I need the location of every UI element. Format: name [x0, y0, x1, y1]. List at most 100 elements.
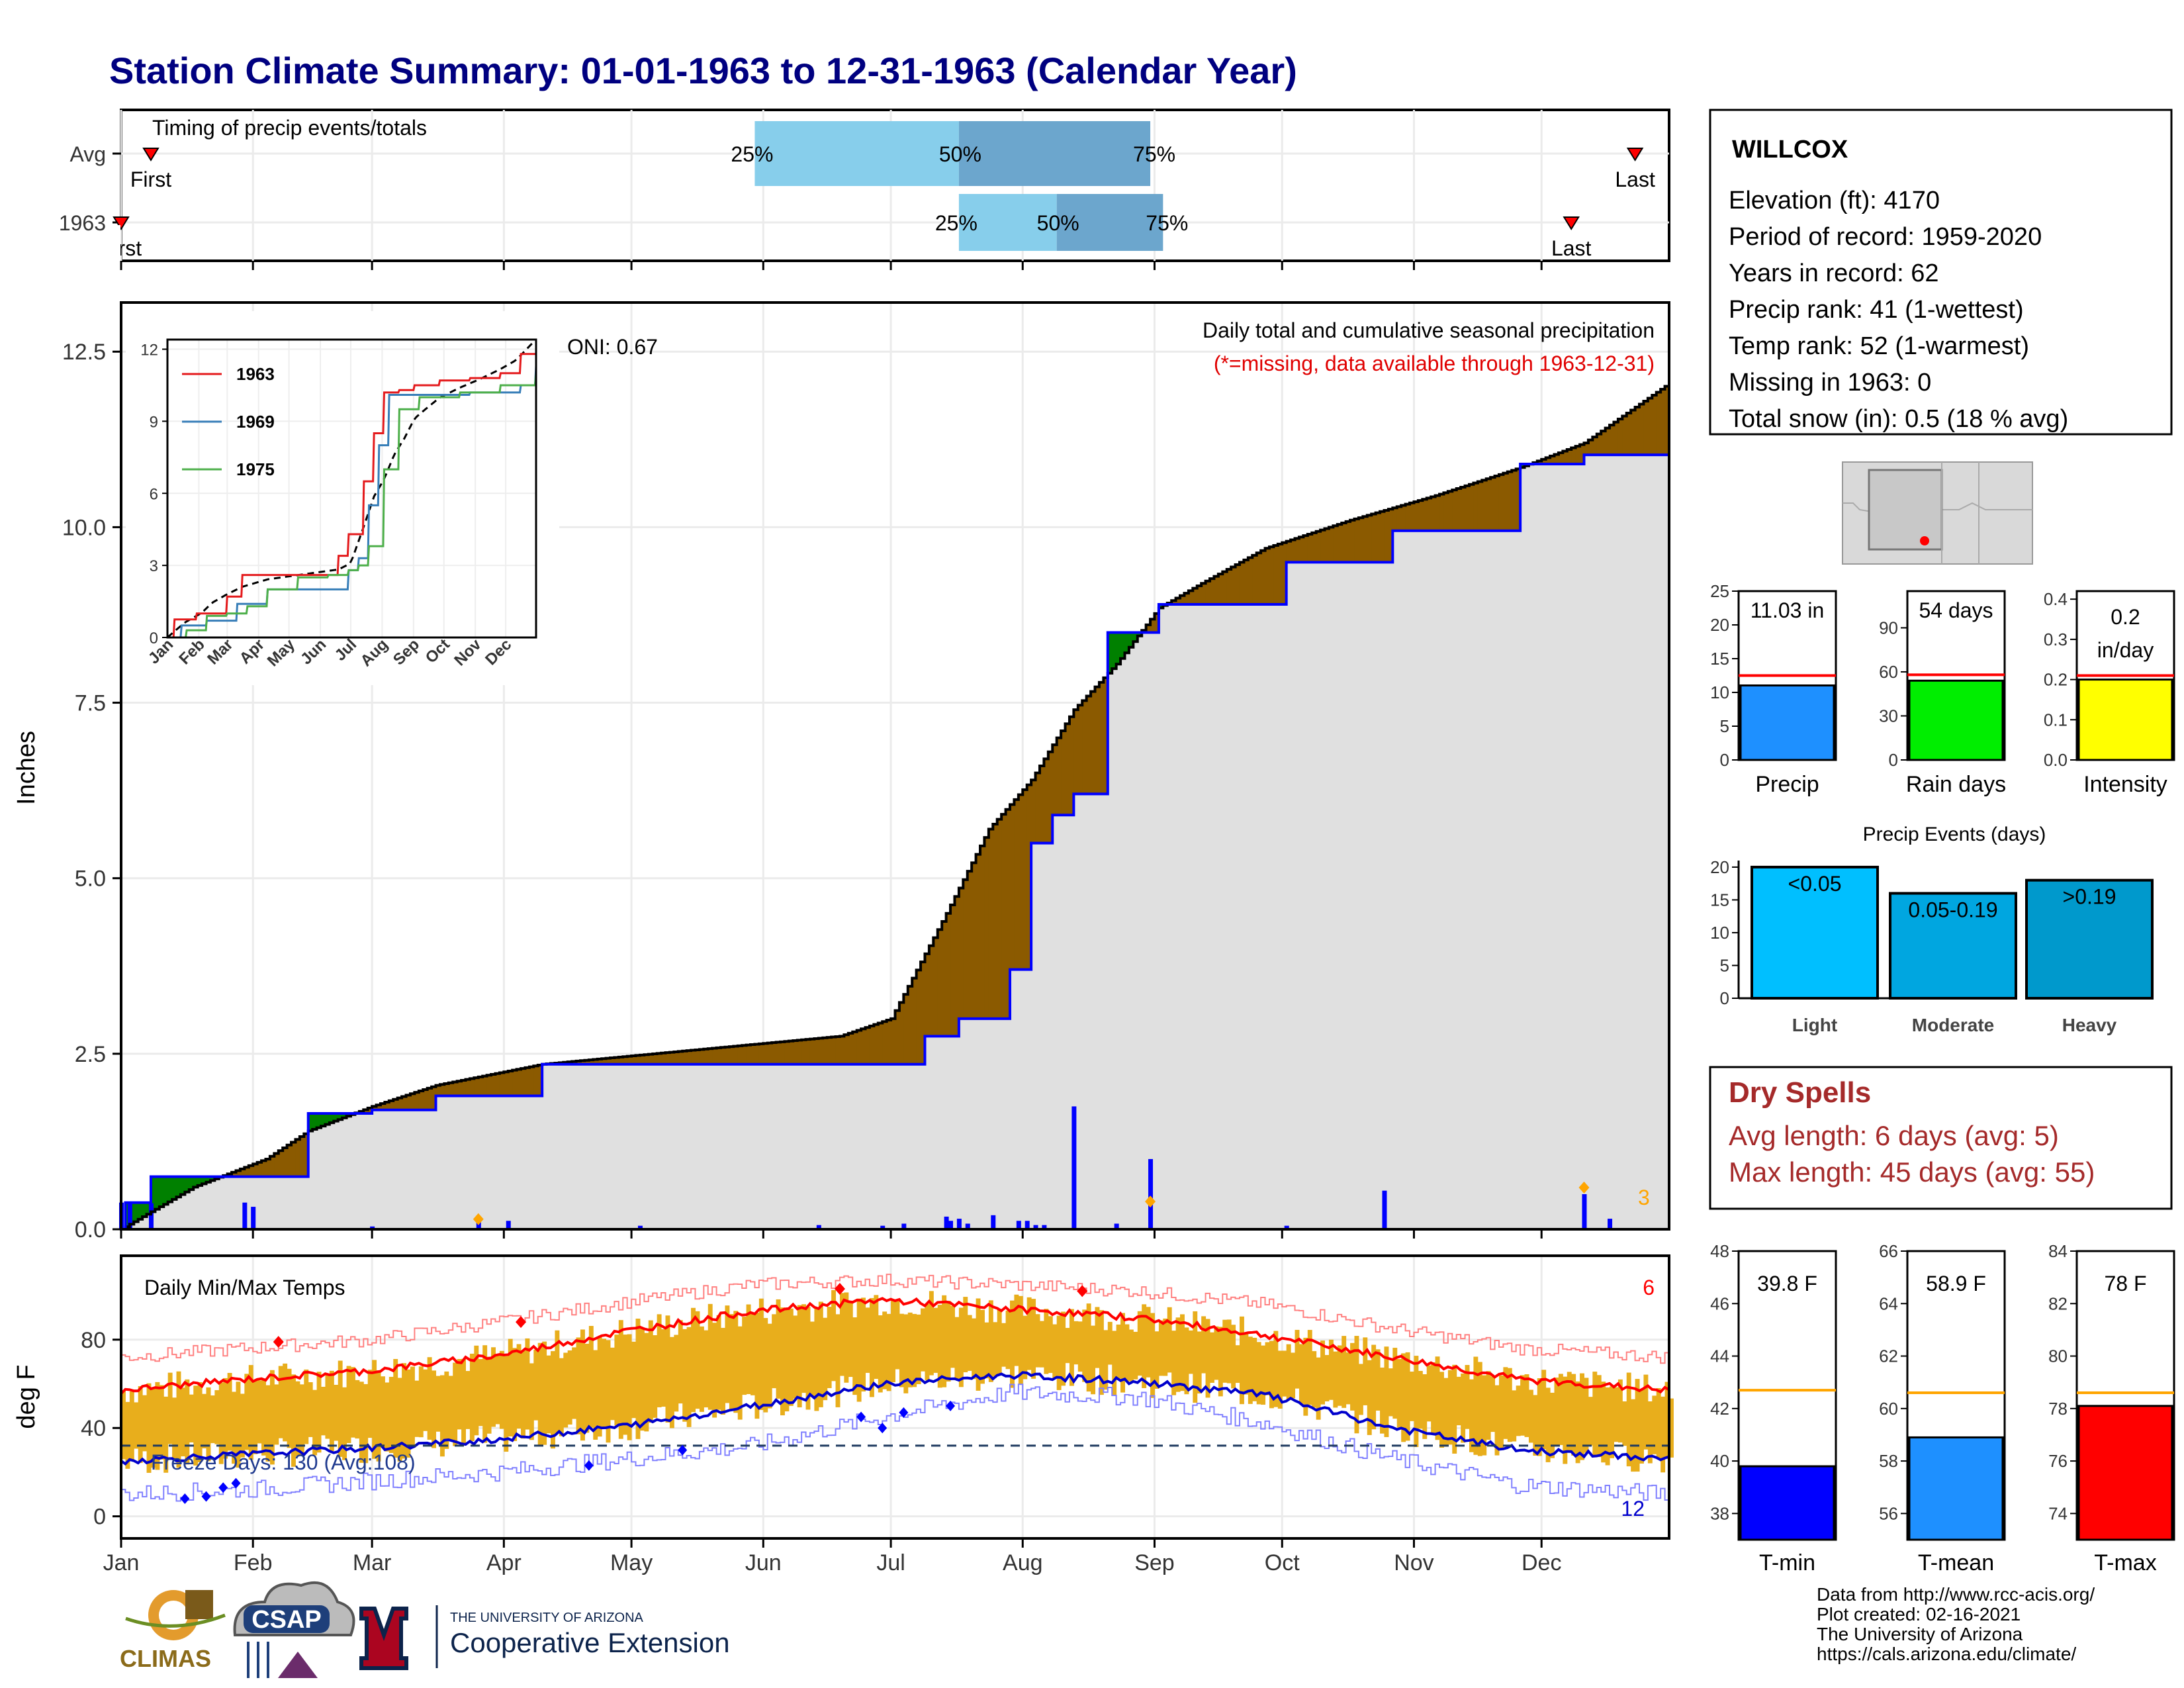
precip-y-tick-label: 0.0 [75, 1217, 106, 1243]
mini-value-bar [1739, 684, 1835, 761]
daily-temp-range [1197, 1331, 1202, 1394]
daily-precip-bar [1024, 1221, 1030, 1229]
daily-temp-range [1065, 1328, 1070, 1364]
below-average-band [1175, 598, 1181, 605]
daily-temp-range [1418, 1370, 1423, 1429]
daily-temp-range [1652, 1395, 1657, 1454]
below-average-band [788, 1041, 794, 1064]
station-box: WILLCOX Elevation (ft): 4170 Period of re… [1709, 109, 2173, 436]
daily-temp-range [1371, 1344, 1377, 1430]
daily-temp-range [1061, 1311, 1066, 1386]
daily-temp-range [1584, 1378, 1589, 1453]
below-average-band [1371, 514, 1377, 563]
precip-y-tick-label: 2.5 [75, 1042, 106, 1067]
below-average-band [1358, 518, 1363, 563]
record-high-marker [273, 1336, 284, 1348]
daily-temp-range [448, 1376, 453, 1440]
below-average-band [874, 1024, 879, 1064]
daily-temp-range [1541, 1370, 1547, 1450]
daily-temp-range [312, 1389, 318, 1456]
daily-temp-range [1184, 1327, 1189, 1395]
daily-temp-range [733, 1311, 739, 1413]
dry-spells-title: Dry Spells [1729, 1076, 1871, 1109]
below-average-band [1635, 407, 1640, 455]
below-average-band [997, 819, 1002, 1019]
mini-value-bar [1908, 1436, 2004, 1541]
first-event-marker [113, 216, 130, 230]
daily-temp-range [818, 1301, 823, 1407]
daily-temp-range [980, 1309, 985, 1384]
below-average-band [1652, 395, 1657, 455]
daily-temp-range [1167, 1307, 1172, 1373]
daily-temp-range [1647, 1401, 1653, 1464]
daily-precip-bar [1033, 1225, 1038, 1229]
daily-precip-bar [1284, 1225, 1289, 1229]
record-low-marker [878, 1423, 887, 1434]
station-info-line: Precip rank: 41 (1-wettest) [1729, 296, 2024, 324]
daily-temp-range [1494, 1385, 1500, 1456]
below-average-band [823, 1037, 828, 1064]
below-average-band [661, 1053, 666, 1064]
daily-temp-range [444, 1371, 449, 1449]
mini-y-tick-label: 60 [1879, 662, 1898, 682]
below-average-band [878, 1023, 883, 1064]
inset-legend-label: 1963 [236, 364, 275, 384]
pct75-label: 75% [1146, 211, 1188, 235]
below-average-band [1465, 485, 1470, 531]
daily-temp-range [623, 1335, 628, 1435]
below-average-band [942, 921, 947, 1037]
mini-y-tick-label: 80 [2048, 1346, 2068, 1366]
below-average-band [1031, 780, 1036, 843]
inset-legend-label: 1969 [236, 412, 275, 432]
daily-temp-range [921, 1308, 925, 1372]
below-average-band [780, 1041, 786, 1064]
daily-temp-range [142, 1395, 148, 1452]
below-average-band [1507, 471, 1512, 531]
below-average-band [1307, 534, 1312, 563]
below-average-band [912, 978, 917, 1064]
below-average-band [1622, 416, 1627, 455]
daily-temp-range [1218, 1327, 1223, 1397]
daily-temp-range [912, 1313, 917, 1387]
daily-temp-range [1112, 1331, 1117, 1395]
below-average-band [831, 1037, 837, 1064]
daily-temp-range [1175, 1317, 1181, 1392]
below-average-band [669, 1052, 674, 1064]
daily-temp-range [1009, 1300, 1015, 1388]
daily-temp-range [972, 1318, 977, 1380]
footer-credit-line: https://cals.arizona.edu/climate/ [1817, 1644, 2076, 1664]
daily-precip-bar [251, 1207, 256, 1229]
above-average-band [1107, 632, 1113, 673]
daily-temp-range [678, 1320, 683, 1404]
daily-temp-range [372, 1360, 377, 1459]
daily-temp-range [304, 1369, 309, 1444]
below-average-band [861, 1029, 866, 1064]
last-event-marker [1626, 148, 1644, 162]
precip-events-chart: Precip Events (days) 0 5 10 15 20 <0.05 Light 0… [1710, 823, 2154, 1035]
daily-temp-range [1354, 1336, 1359, 1434]
station-info-line: Missing in 1963: 0 [1729, 369, 1931, 397]
below-average-band [393, 1099, 398, 1110]
below-average-band [1342, 523, 1347, 563]
daily-temp-range [644, 1333, 649, 1432]
daily-temp-range [1188, 1330, 1193, 1374]
below-average-band [397, 1098, 402, 1110]
inset-average-line [167, 340, 536, 639]
above-average-band [155, 1176, 160, 1209]
daily-temp-range [1465, 1364, 1470, 1429]
mini-y-tick-label: 56 [1879, 1503, 1898, 1523]
pct25-label: 25% [731, 142, 773, 166]
below-average-band [1252, 555, 1257, 605]
daily-precip-bar [816, 1225, 821, 1229]
below-average-band [882, 1021, 887, 1064]
daily-temp-range [1163, 1318, 1168, 1376]
below-average-band [925, 953, 930, 1037]
daily-temp-range [508, 1338, 513, 1436]
daily-temp-range [555, 1330, 560, 1433]
below-average-band [363, 1109, 369, 1113]
below-average-band [495, 1073, 500, 1096]
below-average-band [899, 1002, 904, 1064]
below-average-band [1303, 536, 1308, 563]
below-average-band [253, 1164, 258, 1177]
